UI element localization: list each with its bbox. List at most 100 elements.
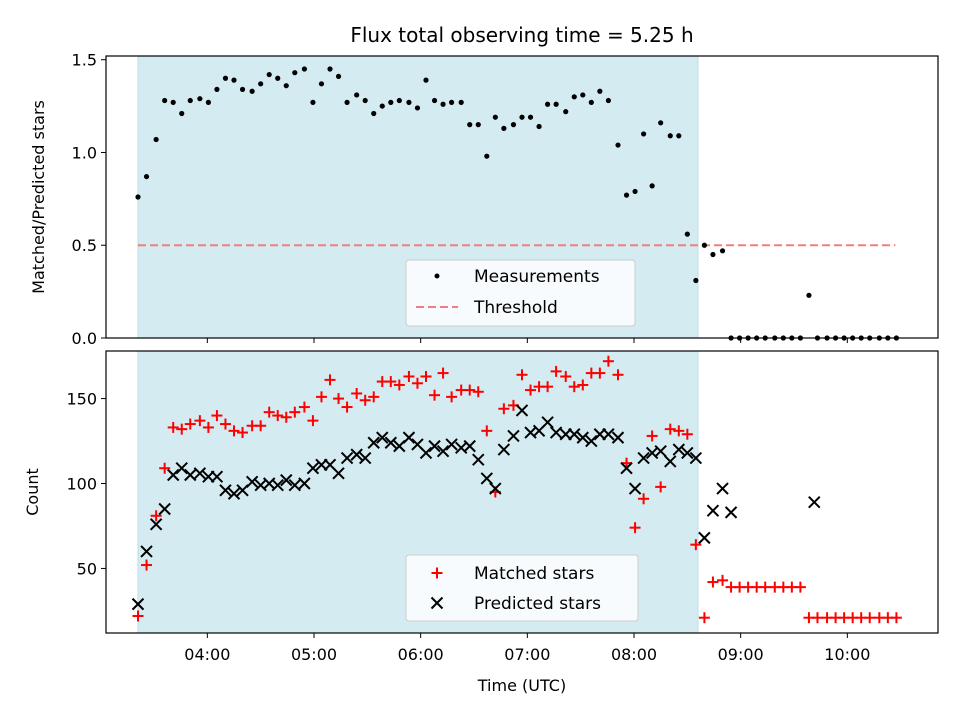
matched-star-point [864, 612, 876, 624]
measurement-point [667, 133, 673, 139]
predicted-star-point [611, 431, 625, 444]
matched-star-point [646, 430, 658, 442]
matched-star-point [629, 522, 641, 534]
x-tick-label: 05:00 [291, 645, 337, 664]
predicted-star-point [227, 487, 241, 500]
measurement-point [676, 133, 682, 139]
measurement-point [536, 123, 542, 130]
measurement-point [571, 94, 577, 100]
cross-stroke [602, 428, 615, 441]
measurement-point [684, 231, 690, 237]
matched-star-point [525, 384, 537, 396]
matched-star-point [385, 376, 397, 388]
matched-star-point [464, 384, 476, 396]
ratio-y-tick-label: 1.0 [72, 143, 97, 162]
matched-star-point [498, 403, 510, 415]
measurement-point [406, 99, 412, 105]
matched-star-point [159, 462, 171, 474]
x-tick-label: 06:00 [398, 645, 444, 664]
matched-star-point [429, 389, 441, 401]
measurement-point [510, 122, 517, 128]
measurement-point [475, 122, 481, 128]
measurement-point [388, 99, 394, 105]
predicted-star-point [436, 445, 450, 458]
measurement-point [170, 99, 176, 105]
matched-star-point [176, 423, 188, 435]
matched-star-point [341, 401, 353, 413]
measurement-point [214, 86, 220, 92]
matched-star-point [237, 427, 249, 439]
cross-stroke [402, 431, 416, 444]
cross-stroke [698, 531, 711, 545]
measurement-point [275, 75, 281, 81]
cross-stroke [288, 478, 302, 492]
matched-star-point [228, 425, 240, 437]
cross-stroke [611, 431, 625, 444]
measurement-point [249, 88, 255, 94]
cross-stroke [445, 438, 458, 451]
cross-stroke [419, 446, 433, 460]
predicted-star-point [384, 436, 398, 449]
cross-stroke [454, 441, 468, 455]
measurement-point [179, 110, 185, 117]
cross-stroke [332, 467, 345, 480]
cross-stroke [489, 482, 502, 495]
measurement-point [449, 99, 455, 105]
cross-stroke [350, 448, 363, 461]
matched-star-point [219, 418, 231, 430]
measurement-point [467, 122, 473, 128]
measurement-point [222, 75, 229, 81]
cross-stroke [166, 468, 180, 482]
matched-star-point [167, 421, 179, 433]
predicted-star-point [706, 504, 720, 517]
matched-star-point [612, 369, 624, 381]
matched-star-point [594, 367, 606, 379]
measurement-point [239, 86, 246, 92]
predicted-star-point [497, 443, 511, 456]
measurement-point [588, 99, 594, 105]
cross-stroke [323, 458, 337, 472]
matched-star-point [141, 559, 153, 571]
matched-star-point [132, 610, 144, 622]
matched-star-point [393, 379, 405, 391]
matched-star-point [194, 415, 206, 427]
measurement-point [379, 103, 385, 109]
measurement-point [266, 71, 272, 78]
x-tick-label: 07:00 [504, 645, 550, 664]
measurement-point [423, 77, 429, 83]
matched-star-point [481, 425, 493, 437]
measurement-point [545, 101, 551, 107]
measurement-point [318, 81, 325, 87]
predicted-star-point [620, 462, 633, 475]
matched-stars-points [132, 355, 902, 624]
cross-stroke [219, 484, 232, 497]
measurement-point [658, 120, 664, 126]
predicted-star-point [664, 455, 677, 468]
predicted-star-point [698, 531, 711, 545]
ratio-y-tick-label: 0.5 [72, 236, 97, 255]
measurement-point [354, 92, 360, 98]
matched-star-point [673, 425, 685, 437]
matched-star-point [664, 423, 676, 435]
ratio-legend: Measurements Threshold [405, 259, 636, 327]
ratio-x-ticks [206, 338, 848, 343]
predicted-stars-points [131, 404, 821, 611]
matched-star-point [289, 406, 301, 418]
cross-stroke [541, 416, 554, 429]
predicted-star-point [245, 475, 259, 489]
count-legend-box [405, 554, 639, 622]
measurement-point [632, 188, 638, 195]
matched-star-point [403, 370, 415, 382]
predicted-star-point [193, 467, 207, 480]
predicted-star-point [568, 428, 581, 441]
cross-stroke [184, 468, 197, 482]
predicted-star-point [280, 473, 293, 487]
x-tick-label: 10:00 [824, 645, 870, 664]
predicted-star-point [175, 462, 188, 475]
ratio-y-tick-label: 0.0 [72, 329, 97, 348]
legend-plus-glyph [431, 567, 443, 579]
measurement-point [580, 92, 586, 98]
x-tick-label: 08:00 [611, 645, 657, 664]
measurement-point [231, 77, 237, 83]
cross-stroke [689, 451, 703, 465]
